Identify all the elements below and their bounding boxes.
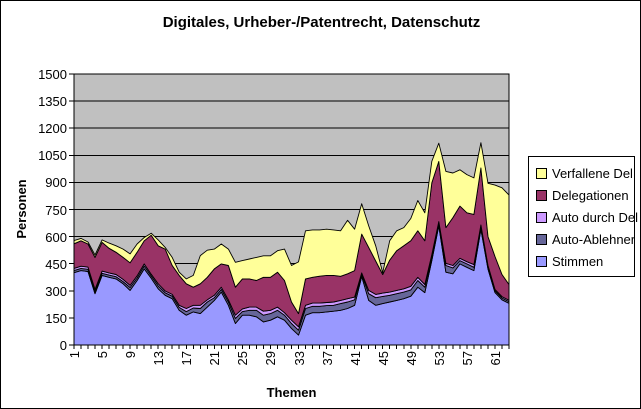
x-tick-label: 13 (151, 351, 167, 366)
x-tick-label: 1 (67, 351, 82, 359)
legend-item-delegationen: Delegationen (529, 184, 634, 206)
x-axis-title: Themen (266, 385, 317, 400)
x-tick-label: 5 (95, 351, 111, 359)
y-tick-label: 150 (45, 310, 67, 326)
x-tick-label: 41 (347, 351, 363, 366)
legend-swatch (536, 189, 547, 201)
y-tick-label: 300 (45, 283, 67, 299)
x-tick-label: 25 (235, 351, 251, 366)
x-tick-label: 37 (319, 351, 335, 366)
y-tick-label: 1200 (38, 121, 67, 137)
y-tick-label: 1500 (38, 67, 67, 82)
x-tick-label: 49 (403, 351, 419, 366)
x-tick-label: 29 (263, 351, 279, 366)
legend-swatch (536, 255, 547, 267)
x-tick-label: 21 (207, 351, 223, 366)
legend-swatch (536, 211, 547, 223)
legend-label: Delegationen (552, 187, 629, 203)
y-tick-label: 1350 (38, 94, 67, 110)
legend-item-stimmen: Stimmen (529, 250, 634, 272)
x-tick-label: 57 (459, 351, 475, 366)
legend-label: Auto-Ablehner (552, 231, 636, 247)
y-tick-label: 600 (45, 229, 67, 245)
legend-swatch (536, 167, 547, 179)
legend-item-auto-ablehner: Auto-Ablehner (529, 228, 636, 250)
x-tick-label: 45 (375, 351, 391, 366)
y-tick-label: 450 (45, 256, 67, 272)
x-tick-label: 17 (179, 351, 195, 366)
legend: Verfallene Del Delegationen Auto durch Del… (528, 156, 638, 277)
y-tick-label: 0 (59, 338, 67, 353)
legend-swatch (536, 233, 547, 245)
x-tick-label: 61 (487, 351, 503, 366)
legend-label: Stimmen (552, 253, 604, 269)
legend-item-auto-durch-del: Auto durch Del (529, 206, 638, 228)
y-tick-label: 900 (45, 175, 67, 191)
x-tick-label: 9 (123, 351, 139, 359)
legend-item-verfallene-del: Verfallene Del (529, 162, 634, 184)
y-tick-label: 1050 (38, 148, 67, 164)
legend-label: Auto durch Del (552, 209, 638, 225)
x-tick-label: 33 (291, 351, 307, 366)
y-axis-title: Personen (14, 179, 29, 239)
x-tick-label: 53 (431, 351, 447, 366)
legend-label: Verfallene Del (552, 165, 633, 181)
chart-title: Digitales, Urheber-/Patentrecht, Datensc… (162, 14, 481, 31)
y-tick-label: 750 (45, 202, 67, 218)
